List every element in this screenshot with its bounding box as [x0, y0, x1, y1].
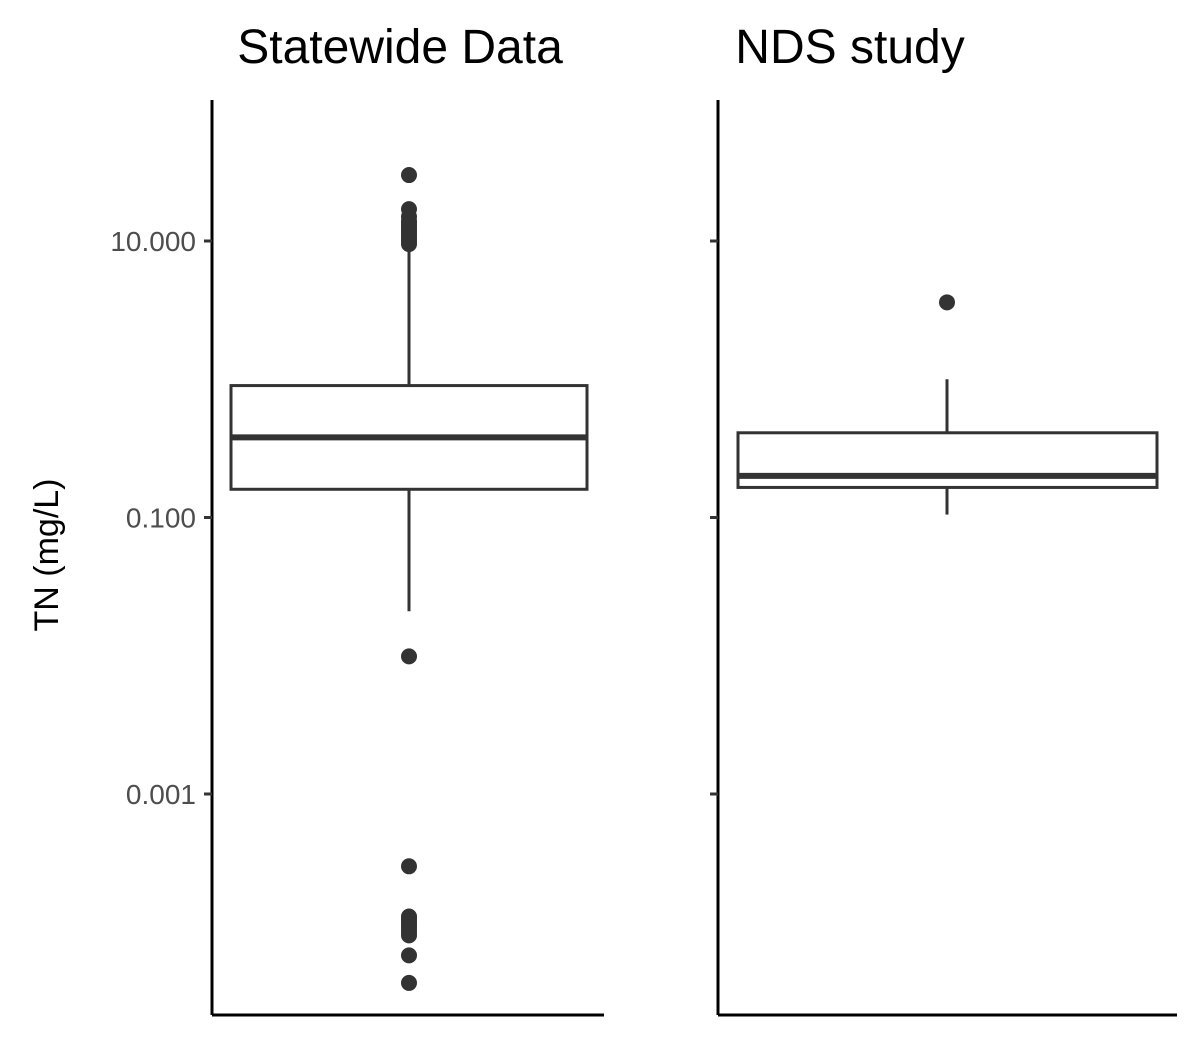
panel-title: NDS study — [735, 21, 964, 74]
y-axis-title: TN (mg/L) — [28, 479, 66, 632]
outlier-point — [401, 927, 417, 944]
y-tick-label: 0.001 — [126, 779, 196, 810]
outlier-point — [939, 294, 955, 311]
outlier-point — [401, 236, 417, 253]
y-tick-label: 0.100 — [126, 503, 196, 534]
panel-2: NDS study — [710, 21, 1177, 1017]
y-tick-label: 10.000 — [110, 226, 196, 257]
outlier-point — [401, 947, 417, 964]
box — [736, 431, 1159, 489]
outlier-point — [401, 974, 417, 991]
outlier-point — [401, 648, 417, 665]
panel-title: Statewide Data — [237, 21, 563, 74]
outlier-point — [401, 858, 417, 875]
outlier-point — [401, 167, 417, 184]
y-tick-labels: 10.000 0.100 0.001 — [110, 226, 196, 810]
panels: Statewide Data NDS study — [204, 21, 1177, 1017]
panel-1: Statewide Data — [204, 21, 604, 1017]
